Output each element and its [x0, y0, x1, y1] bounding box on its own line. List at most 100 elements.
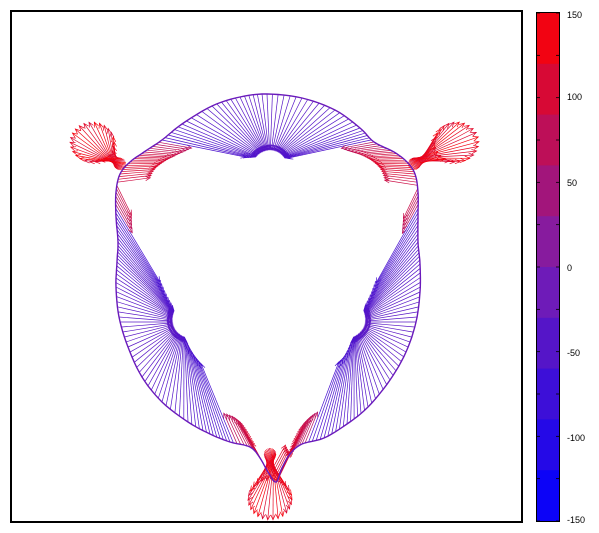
vector-arrow-head: [78, 125, 85, 132]
colorbar-tick-label: 50: [567, 178, 578, 188]
vector-arrow: [354, 148, 388, 153]
vector-arrow-head: [256, 478, 262, 485]
vector-arrow: [116, 221, 165, 293]
vector-arrow-head: [459, 157, 466, 163]
vector-arrow: [411, 150, 477, 159]
vector-arrow: [402, 191, 419, 222]
vector-arrow: [384, 179, 418, 186]
vector-arrow-head: [155, 276, 161, 283]
vector-arrow: [363, 328, 405, 358]
vector-arrow-head: [162, 293, 168, 300]
vector-arrow: [250, 455, 277, 510]
vector-arrow-head: [69, 146, 77, 152]
vector-arrow: [235, 97, 265, 152]
vector-arrow-head: [265, 514, 271, 521]
vector-arrow: [370, 225, 419, 297]
vector-arrow-head: [74, 153, 82, 159]
vector-arrow-head: [249, 485, 256, 492]
vector-arrow: [419, 158, 445, 163]
vector-arrow-head: [467, 128, 474, 134]
vector-arrow: [280, 109, 336, 154]
vector-arrow: [237, 420, 255, 451]
vector-arrow: [363, 245, 419, 311]
vector-arrow-head: [348, 340, 355, 347]
vector-arrow: [271, 94, 279, 150]
vector-arrow: [364, 268, 421, 314]
vector-arrow: [265, 449, 293, 500]
vector-arrow: [296, 416, 312, 448]
vector-arrow: [275, 97, 303, 151]
colorbar-band: [537, 368, 559, 420]
vector-arrow-head: [223, 412, 229, 419]
vector-arrow: [211, 105, 261, 153]
vector-arrow-head: [364, 310, 371, 316]
vector-arrow-head: [180, 335, 186, 343]
vector-field-arrows: [69, 93, 480, 521]
vector-arrow-head: [69, 137, 77, 143]
vector-arrow-head: [471, 149, 478, 155]
vector-arrow: [315, 358, 343, 441]
vector-arrow: [161, 335, 181, 403]
vector-arrow-head: [448, 121, 455, 128]
vector-arrow: [200, 363, 234, 444]
vector-arrow-head: [157, 283, 163, 290]
vector-arrow: [191, 117, 258, 156]
vector-arrow: [70, 146, 126, 168]
vector-arrow: [115, 208, 161, 282]
vector-arrow: [132, 159, 166, 162]
vector-arrow: [186, 120, 257, 156]
vector-arrow: [410, 121, 455, 170]
vector-arrow: [273, 450, 289, 481]
vector-arrow: [234, 417, 251, 448]
vector-arrow-head: [443, 122, 450, 129]
vector-arrow: [116, 185, 132, 216]
vector-arrow-head: [303, 419, 308, 426]
vector-arrow-head: [111, 140, 117, 147]
vector-arrow-head: [98, 122, 104, 129]
vector-arrow: [284, 135, 368, 159]
vector-arrow-head: [231, 415, 237, 422]
vector-arrow: [136, 330, 176, 368]
vector-arrow: [181, 123, 257, 157]
vector-arrow-head: [252, 481, 259, 488]
vector-arrow-head: [278, 147, 285, 154]
vector-arrow: [199, 362, 231, 443]
vector-arrow: [179, 336, 184, 417]
vector-arrow: [103, 125, 115, 166]
vector-arrow: [402, 199, 419, 230]
vector-arrow-head: [381, 169, 388, 175]
vector-arrow: [129, 327, 175, 353]
vector-arrow-head: [156, 279, 162, 287]
vector-arrow: [286, 137, 370, 159]
vector-arrow: [271, 449, 288, 479]
vector-arrow: [368, 229, 419, 301]
vector-arrow-head: [334, 361, 340, 368]
vector-arrow: [364, 325, 411, 343]
vector-arrow: [270, 94, 273, 150]
vector-arrow: [117, 241, 173, 309]
vector-arrow: [155, 144, 189, 150]
vector-arrow: [401, 203, 419, 234]
vector-arrow-head: [464, 155, 471, 161]
vector-arrow: [252, 94, 268, 151]
vector-arrow: [339, 344, 352, 430]
vector-arrow: [364, 277, 421, 315]
vector-arrow: [319, 357, 345, 440]
vector-arrow-head: [83, 122, 89, 129]
vector-arrow: [115, 277, 173, 315]
vector-arrow: [190, 350, 211, 435]
vector-arrow: [239, 422, 257, 453]
vector-arrow-head: [444, 158, 451, 164]
vector-arrow-head: [168, 304, 175, 311]
vector-arrow: [117, 248, 175, 311]
vector-arrow: [236, 419, 253, 449]
vector-arrow-head: [473, 140, 480, 146]
vector-arrow: [287, 139, 372, 159]
vector-arrow-head: [275, 513, 281, 520]
vector-arrow: [279, 107, 331, 154]
vector-arrow: [206, 108, 260, 154]
vector-arrow: [143, 151, 178, 155]
vector-arrow: [144, 332, 178, 382]
vector-arrow: [170, 336, 183, 410]
vector-arrow: [150, 333, 179, 391]
